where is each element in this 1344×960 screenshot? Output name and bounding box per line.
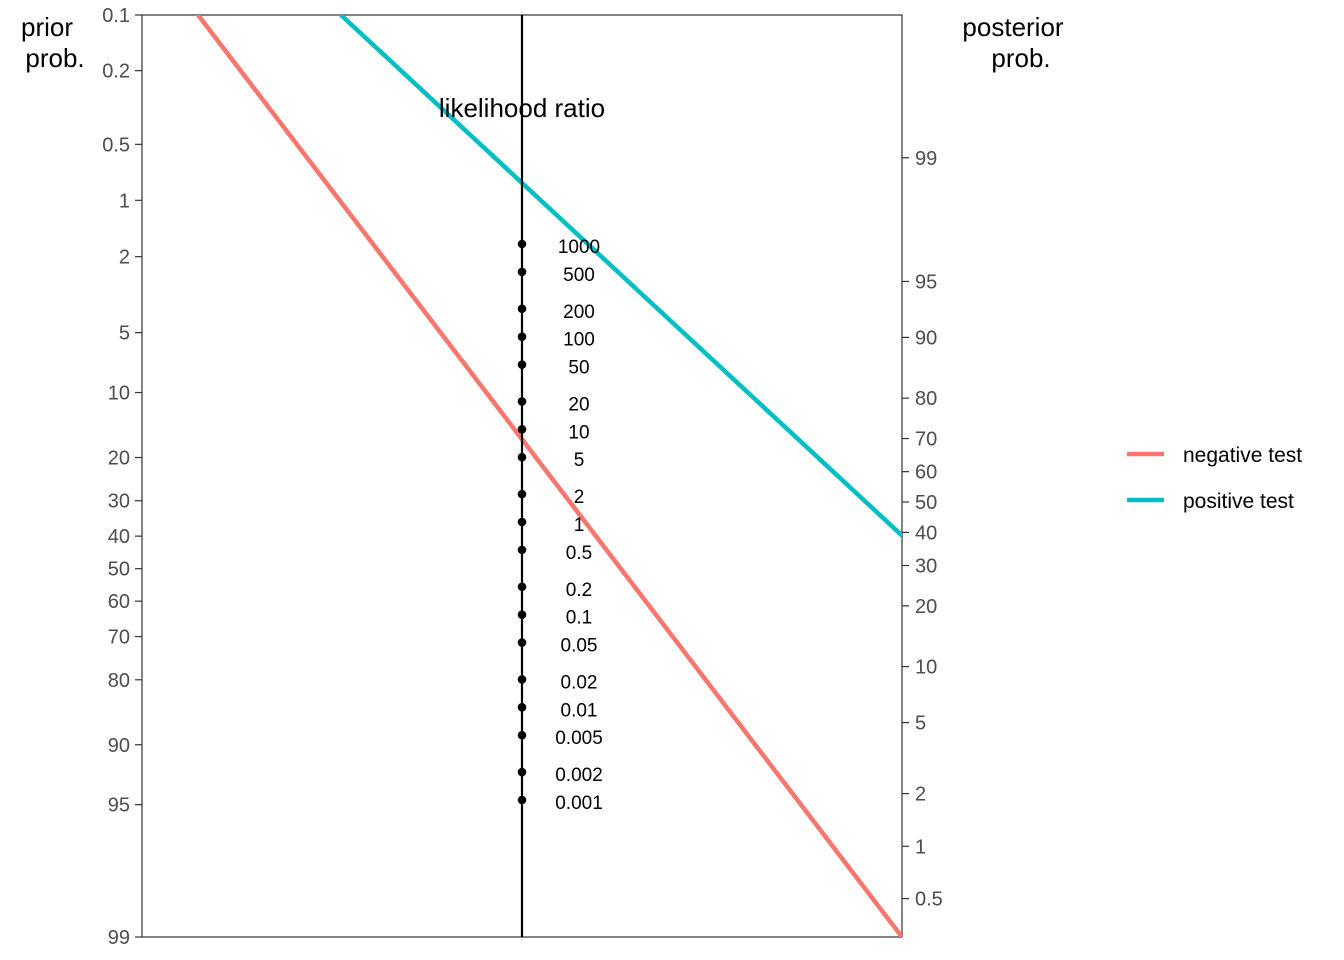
left-tick-label: 90 bbox=[108, 735, 130, 757]
right-tick-label: 5 bbox=[915, 713, 926, 735]
lr-point bbox=[517, 425, 527, 434]
lr-label: 500 bbox=[563, 265, 595, 286]
right-axis-title-line: posterior bbox=[962, 12, 1063, 42]
left-tick-label: 70 bbox=[108, 627, 130, 649]
lr-point bbox=[517, 703, 527, 712]
likelihood-ratio-axis: likelihood ratio 1000 500 200 100 50 20 10 5 2 1 0.… bbox=[439, 15, 605, 937]
legend: negative test positive test bbox=[1127, 444, 1302, 513]
lr-label: 2 bbox=[574, 487, 585, 508]
series-line-negative-test bbox=[195, 15, 902, 937]
left-tick-label: 95 bbox=[108, 795, 130, 817]
left-tick-label: 1 bbox=[119, 190, 130, 212]
lr-label: 0.005 bbox=[555, 728, 603, 749]
lr-label: 0.002 bbox=[555, 765, 603, 786]
lr-point bbox=[517, 239, 527, 249]
left-tick-label: 10 bbox=[108, 383, 130, 405]
left-tick-label: 5 bbox=[119, 323, 130, 345]
lr-point bbox=[517, 397, 527, 406]
right-tick-label: 40 bbox=[915, 522, 937, 544]
lr-point bbox=[517, 675, 527, 684]
right-axis-title: posterior prob. bbox=[962, 12, 1063, 73]
series-line-positive-test bbox=[337, 15, 902, 539]
prior-prob-axis: 0.1 0.2 0.5 1 2 5 10 20 30 40 50 60 70 80 90 95 99 prior p… bbox=[21, 5, 142, 949]
left-axis-title: prior prob. bbox=[21, 12, 85, 73]
lr-point bbox=[517, 730, 527, 740]
lr-label: 10 bbox=[568, 422, 589, 443]
lr-point bbox=[517, 767, 527, 777]
lr-label: 0.2 bbox=[566, 580, 592, 601]
lr-label: 0.05 bbox=[561, 636, 598, 657]
left-tick-label: 99 bbox=[108, 927, 130, 949]
lr-label: 1000 bbox=[558, 237, 600, 258]
lr-point bbox=[517, 360, 527, 369]
right-tick-label: 80 bbox=[915, 388, 937, 410]
right-tick-label: 50 bbox=[915, 492, 937, 514]
right-tick-label: 95 bbox=[915, 271, 937, 293]
lr-label: 0.001 bbox=[555, 793, 603, 814]
lr-axis-title: likelihood ratio bbox=[439, 93, 605, 123]
posterior-prob-axis: 99 95 90 80 70 60 50 40 30 20 10 5 2 1 0.5 posterior pro… bbox=[902, 12, 1064, 911]
right-tick-label: 30 bbox=[915, 555, 937, 577]
right-tick-label: 90 bbox=[915, 327, 937, 349]
right-tick-label: 20 bbox=[915, 596, 937, 618]
left-tick-label: 2 bbox=[119, 247, 130, 269]
lr-point bbox=[517, 332, 527, 341]
lr-label: 0.02 bbox=[561, 672, 598, 693]
left-axis-title-line: prior bbox=[21, 12, 73, 42]
left-tick-label: 20 bbox=[108, 448, 130, 470]
lr-point bbox=[517, 304, 527, 314]
lr-point bbox=[517, 267, 527, 277]
lr-label: 0.5 bbox=[566, 543, 592, 564]
right-axis-title-line: prob. bbox=[991, 43, 1050, 73]
lr-point bbox=[517, 545, 527, 555]
legend-label: positive test bbox=[1183, 490, 1294, 513]
right-tick-label: 10 bbox=[915, 657, 937, 679]
lr-point bbox=[517, 638, 527, 647]
left-tick-label: 0.2 bbox=[102, 61, 130, 83]
lr-label: 200 bbox=[563, 302, 595, 323]
right-tick-label: 60 bbox=[915, 462, 937, 484]
lr-label: 5 bbox=[574, 450, 585, 471]
legend-label: negative test bbox=[1183, 444, 1302, 467]
lr-label: 1 bbox=[574, 515, 585, 536]
left-tick-label: 40 bbox=[108, 526, 130, 548]
lr-point bbox=[517, 795, 527, 805]
lr-label: 0.01 bbox=[561, 700, 598, 721]
left-tick-label: 50 bbox=[108, 559, 130, 581]
right-tick-label: 0.5 bbox=[915, 889, 943, 911]
lr-point bbox=[517, 582, 527, 592]
left-tick-label: 80 bbox=[108, 670, 130, 692]
left-tick-label: 0.5 bbox=[102, 134, 130, 156]
right-tick-label: 1 bbox=[915, 836, 926, 858]
lr-label: 0.1 bbox=[566, 608, 592, 629]
lr-point bbox=[517, 452, 527, 462]
lr-label: 50 bbox=[568, 358, 589, 379]
lr-point bbox=[517, 517, 527, 527]
left-tick-label: 60 bbox=[108, 591, 130, 613]
left-axis-title-line: prob. bbox=[25, 43, 84, 73]
right-tick-label: 99 bbox=[915, 148, 937, 170]
right-tick-label: 2 bbox=[915, 784, 926, 806]
left-tick-label: 30 bbox=[108, 491, 130, 513]
lr-label: 100 bbox=[563, 330, 595, 351]
lr-point bbox=[517, 489, 527, 499]
left-tick-label: 0.1 bbox=[102, 5, 130, 27]
lr-label: 20 bbox=[568, 394, 589, 415]
lr-point bbox=[517, 610, 527, 619]
right-tick-label: 70 bbox=[915, 429, 937, 451]
series-lines bbox=[195, 15, 902, 937]
